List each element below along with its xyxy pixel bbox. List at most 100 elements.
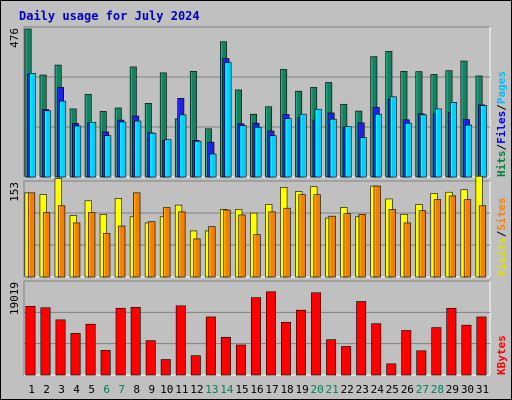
x-tick-day-11: 11 — [175, 383, 188, 396]
bar-sites-day-10-face — [163, 207, 171, 278]
bar-sites-day-22-face — [343, 213, 351, 278]
legend-sites: Sites — [495, 198, 508, 231]
bar-pages-day-17-highlight — [270, 136, 272, 177]
bar-visits-day-3-highlight — [55, 179, 57, 277]
bar-hits-day-23-highlight — [356, 111, 358, 177]
bar-pages-day-18 — [284, 118, 292, 178]
legend-visits: Visits — [495, 237, 508, 277]
y-max-label: 153 — [8, 182, 21, 202]
bar-sites-day-11 — [178, 211, 186, 278]
bar-visits-day-28-highlight — [431, 194, 433, 277]
bar-pages-day-22-highlight — [345, 127, 347, 177]
bar-hits-day-16-highlight — [250, 114, 253, 177]
chart-panels: 476Hits/Files/Pages153Visits/Sites19019K… — [8, 26, 508, 376]
x-axis-day-labels: 1 2 3 4 5 6 7 8 9 10 11 12 13 14 15 16 17 18 19 20 21 22 23 24 2… — [28, 383, 489, 396]
bar-kbytes-day-20 — [311, 292, 322, 376]
bar-kbytes-day-21-highlight — [327, 340, 329, 375]
bar-hits-day-20-highlight — [311, 88, 313, 177]
panel-2: 153 Visits/Sites — [8, 175, 508, 278]
bar-kbytes-day-21 — [326, 339, 337, 376]
bar-sites-day-22 — [343, 213, 351, 278]
bar-pages-day-9-face — [149, 132, 157, 178]
bar-kbytes-day-25-highlight — [387, 364, 389, 375]
bar-kbytes-day-31 — [476, 316, 487, 376]
bar-hits-day-30-highlight — [461, 61, 463, 177]
bar-pages-day-29-highlight — [450, 102, 453, 177]
bar-kbytes-day-28-face — [431, 327, 442, 376]
x-tick-day-24: 24 — [371, 383, 385, 396]
bar-sites-day-31-face — [478, 205, 487, 278]
bar-pages-day-15-face — [239, 125, 247, 178]
bar-pages-day-8-highlight — [135, 121, 137, 177]
bar-sites-day-5-highlight — [88, 213, 91, 277]
bar-pages-day-20-highlight — [315, 109, 317, 177]
bar-visits-day-8-highlight — [130, 217, 132, 277]
bar-visits-day-27-highlight — [416, 205, 418, 277]
bar-kbytes-day-14-highlight — [221, 337, 224, 375]
bar-visits-day-26-highlight — [401, 214, 403, 277]
x-tick-day-7: 7 — [118, 383, 125, 396]
bar-pages-day-16 — [254, 126, 262, 178]
bar-sites-day-2 — [42, 212, 51, 278]
bar-files-day-19-highlight — [298, 117, 300, 177]
bar-pages-day-26-highlight — [405, 123, 408, 177]
bar-hits-day-18-highlight — [281, 70, 283, 177]
y-max-label: 19019 — [8, 282, 21, 315]
bar-files-day-8-highlight — [133, 116, 135, 177]
bar-sites-day-1 — [27, 192, 36, 278]
bar-sites-day-8-face — [133, 192, 141, 278]
bar-kbytes-day-4-highlight — [71, 333, 73, 375]
bar-kbytes-day-29-highlight — [447, 308, 449, 375]
bar-pages-day-14 — [224, 62, 232, 178]
bar-kbytes-day-11-face — [175, 305, 186, 376]
bar-pages-day-25-face — [389, 96, 397, 178]
bar-visits-day-15-highlight — [235, 210, 238, 277]
bar-kbytes-day-26 — [401, 330, 412, 376]
bar-kbytes-day-8 — [130, 306, 141, 376]
bar-visits-day-31-highlight — [476, 176, 478, 277]
bar-sites-day-29-face — [448, 195, 457, 278]
bar-hits-day-26-highlight — [401, 71, 403, 177]
x-tick-day-10: 10 — [160, 383, 173, 396]
bar-visits-day-23-highlight — [356, 217, 358, 277]
bar-pages-day-15-highlight — [240, 126, 242, 177]
x-tick-day-18: 18 — [280, 383, 293, 396]
x-tick-day-6: 6 — [103, 383, 110, 396]
bar-sites-day-21 — [328, 215, 336, 278]
x-tick-day-8: 8 — [133, 383, 140, 396]
panel-3: 19019 KBytes — [8, 280, 508, 376]
bar-sites-day-2-highlight — [43, 213, 46, 277]
bar-kbytes-day-7-face — [115, 307, 126, 376]
bar-kbytes-day-11 — [175, 305, 186, 376]
bar-pages-day-14-highlight — [225, 63, 227, 177]
panel-3-bars — [25, 291, 487, 376]
bar-sites-day-6 — [103, 233, 111, 278]
x-tick-day-1: 1 — [28, 383, 35, 396]
bar-sites-day-18-face — [283, 207, 291, 278]
bar-pages-day-31-face — [480, 105, 487, 178]
bar-hits-day-25-highlight — [386, 51, 388, 177]
bar-pages-day-28-face — [434, 108, 442, 178]
x-tick-day-29: 29 — [446, 383, 459, 396]
bar-pages-day-22-face — [344, 126, 352, 178]
bar-kbytes-day-22-highlight — [342, 347, 344, 375]
bar-visits-day-22-highlight — [341, 208, 343, 277]
bar-sites-day-21-face — [328, 215, 336, 278]
bar-files-day-23-highlight — [358, 123, 360, 177]
bar-kbytes-day-25 — [386, 363, 397, 376]
bar-files-day-12-highlight — [193, 140, 195, 177]
bar-pages-day-13 — [209, 153, 217, 178]
bar-pages-day-20 — [314, 108, 322, 178]
bar-sites-day-31-highlight — [479, 206, 481, 277]
bar-kbytes-day-17 — [266, 291, 276, 376]
bar-kbytes-day-16-highlight — [251, 298, 254, 375]
bar-hits-day-31-highlight — [476, 76, 478, 177]
bar-pages-day-31 — [480, 105, 487, 178]
bar-kbytes-day-13 — [205, 316, 216, 376]
bar-kbytes-day-30-face — [461, 324, 472, 376]
bar-sites-day-15 — [238, 214, 246, 278]
bar-files-day-13-highlight — [208, 142, 210, 177]
bar-hits-day-12-highlight — [190, 71, 193, 177]
bar-hits-day-14-highlight — [220, 42, 223, 177]
